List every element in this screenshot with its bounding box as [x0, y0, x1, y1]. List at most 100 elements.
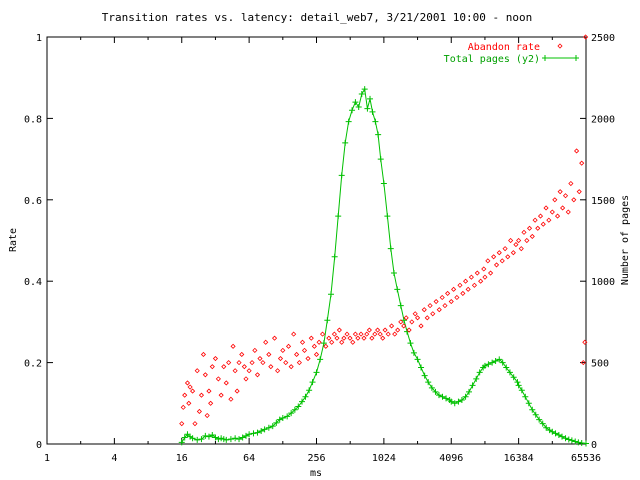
abandon-rate-point	[554, 213, 561, 219]
abandon-rate-point	[283, 360, 289, 366]
abandon-rate-point	[200, 351, 207, 358]
total-pages-point	[269, 423, 276, 430]
abandon-rate-point	[521, 229, 527, 235]
total-pages-point	[439, 393, 446, 400]
total-pages-point	[575, 439, 582, 446]
abandon-rate-point	[552, 197, 558, 203]
abandon-rate-point	[180, 404, 186, 410]
total-pages-point	[194, 436, 201, 443]
abandon-rate-point	[580, 360, 586, 366]
abandon-rate-point	[271, 335, 278, 341]
abandon-rate-point	[355, 335, 361, 341]
total-pages-point	[565, 436, 572, 443]
legend-label-total-pages: Total pages (y2)	[444, 54, 540, 65]
abandon-rate-point	[430, 311, 436, 317]
abandon-rate-point	[260, 360, 266, 366]
total-pages-point	[503, 364, 510, 371]
abandon-rate-point	[502, 246, 508, 252]
abandon-rate-point	[252, 347, 258, 353]
abandon-rate-point	[299, 339, 306, 345]
abandon-rate-point	[254, 372, 261, 378]
abandon-rate-point	[358, 331, 364, 337]
y-tick-label: 1	[36, 33, 42, 44]
total-pages-point	[428, 384, 435, 391]
total-pages-point	[510, 374, 517, 381]
abandon-rate-point	[540, 221, 546, 227]
abandon-rate-point	[436, 307, 442, 313]
total-pages-point	[302, 393, 309, 400]
abandon-rate-point	[329, 339, 335, 345]
abandon-rate-point	[535, 225, 541, 231]
abandon-rate-point	[491, 254, 497, 260]
y-tick-label: 0.8	[24, 114, 42, 125]
legend-label-abandon-rate: Abandon rate	[468, 42, 540, 53]
total-pages-point	[178, 439, 185, 446]
y2-tick-label: 1500	[591, 196, 615, 207]
total-pages-point	[462, 393, 469, 400]
abandon-rate-point	[249, 360, 255, 366]
abandon-rate-point	[218, 392, 224, 398]
total-pages-point	[215, 436, 222, 443]
abandon-rate-point	[266, 351, 272, 358]
total-pages-point	[394, 286, 401, 293]
total-pages-point	[377, 156, 384, 163]
total-pages-point	[309, 379, 316, 386]
total-pages-point	[291, 406, 298, 413]
abandon-rate-point	[334, 335, 340, 341]
abandon-rate-point	[380, 335, 386, 341]
total-pages-point	[455, 398, 462, 405]
total-pages-point	[414, 356, 421, 363]
abandon-rate-point	[576, 189, 582, 195]
total-pages-point	[489, 359, 496, 366]
total-pages-point	[181, 434, 188, 441]
legend-marker-abandon-rate	[557, 43, 563, 49]
y-tick-label: 0.6	[24, 196, 42, 207]
total-pages-point	[317, 356, 324, 363]
abandon-rate-point	[409, 319, 415, 325]
abandon-rate-point	[414, 315, 421, 321]
abandon-rate-point	[226, 360, 232, 366]
abandon-rate-point	[190, 388, 196, 394]
total-pages-point	[254, 429, 261, 436]
abandon-rate-point	[285, 343, 292, 349]
abandon-rate-point	[331, 331, 337, 337]
total-pages-point	[345, 118, 352, 125]
x-axis-label: ms	[310, 468, 322, 479]
total-pages-point	[496, 356, 503, 363]
abandon-rate-point	[339, 339, 345, 345]
abandon-rate-point	[350, 339, 356, 345]
total-pages-point	[401, 317, 408, 324]
abandon-rate-point	[263, 339, 269, 345]
total-pages-point	[276, 416, 283, 423]
total-pages-line	[181, 87, 587, 444]
chart-title: Transition rates vs. latency: detail_web…	[102, 11, 532, 24]
abandon-rate-point	[549, 209, 555, 215]
total-pages-point	[342, 139, 349, 146]
abandon-rate-point	[232, 368, 238, 374]
abandon-rate-point	[209, 364, 215, 370]
total-pages-point	[425, 379, 432, 386]
total-pages-point	[506, 369, 513, 376]
total-pages-point	[539, 420, 546, 427]
abandon-rate-point	[192, 421, 198, 427]
total-pages-point	[361, 86, 368, 93]
series-total-pages	[178, 86, 589, 447]
y2-tick-label: 1000	[591, 277, 615, 288]
abandon-rate-point	[184, 380, 191, 386]
abandon-rate-point	[204, 412, 210, 419]
abandon-rate-point	[560, 205, 566, 211]
total-pages-point	[432, 388, 439, 395]
total-pages-point	[232, 435, 239, 442]
total-pages-point	[331, 253, 338, 260]
abandon-rate-point	[398, 319, 404, 325]
total-pages-point	[218, 435, 225, 442]
total-pages-point	[380, 180, 387, 187]
x-tick-label: 4096	[439, 453, 463, 464]
total-pages-point	[246, 431, 253, 438]
y-axis-label: Rate	[8, 228, 19, 252]
abandon-rate-point	[288, 364, 294, 370]
abandon-rate-point	[344, 331, 350, 337]
total-pages-point	[355, 104, 362, 111]
total-pages-point	[367, 95, 374, 102]
